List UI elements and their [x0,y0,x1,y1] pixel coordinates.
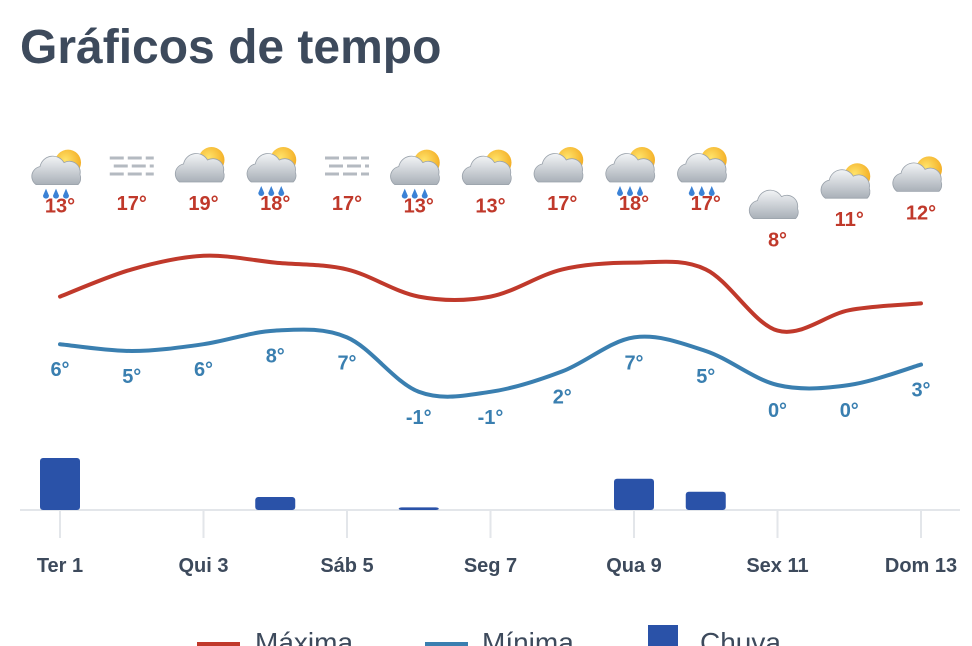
x-tick-label: Qua 9 [606,555,662,577]
rain-drop [688,186,695,196]
legend-swatch [648,625,678,646]
cloud [820,169,871,199]
rain-drop [421,188,428,199]
temperature-label: 18° [619,193,649,215]
legend-label: Máxima [255,627,353,646]
rain-drop [411,188,418,199]
weather-icons [31,147,943,219]
rain-bar [255,497,296,510]
temperature-label: -1° [406,407,432,429]
temperature-label: 17° [547,193,577,215]
rain-drop [708,186,715,196]
legend-label: Mínima [482,627,574,646]
rain-bar [685,491,726,510]
temperature-label: 0° [840,400,859,422]
rain-drop [627,186,633,196]
temperature-label: 11° [835,209,864,231]
cloud [892,162,943,192]
temperature-label: 2° [553,386,572,408]
rain-drop [637,186,643,196]
x-tick-label: Sáb 5 [320,555,373,577]
temperature-label: 8° [266,346,285,368]
temperature-label: 8° [768,230,787,252]
cloud [31,155,82,185]
temperature-label: 6° [194,359,213,381]
cloud [461,155,512,185]
temperature-label: 12° [906,202,936,224]
rain-drop [617,186,623,196]
legend-label: Chuva [700,627,781,646]
cloud [605,153,656,183]
rain-drop [278,186,285,196]
cloud [677,153,727,183]
x-tick-label: Qui 3 [178,555,228,577]
cloud [246,153,297,183]
rain-drop [698,186,705,196]
rain-bar [398,507,439,510]
x-tick-label: Ter 1 [37,555,83,577]
rain-drop [53,188,59,199]
x-tick-label: Seg 7 [464,555,517,577]
x-tick-label: Sex 11 [746,555,808,577]
rain-bar [614,478,654,510]
rain-bar [40,458,80,510]
rain-drop [63,188,69,199]
temperature-label: 13° [404,196,434,218]
temperature-label: -1° [478,407,504,429]
temperature-label: 18° [260,193,290,215]
temperature-label: 13° [45,196,75,218]
cloud [390,155,440,185]
x-tick-label: Dom 13 [885,555,957,577]
cloud [748,189,799,219]
temperature-label: 3° [911,380,930,402]
temperature-label: 5° [122,366,141,388]
temperature-label: 7° [624,352,643,374]
temperature-line [58,327,923,399]
cloud [533,153,584,183]
rain-drop [43,188,49,199]
page-title: Gráficos de tempo [20,21,441,74]
temperature-label: 13° [475,196,505,218]
rain-drop [268,186,275,196]
rain-drop [258,186,265,196]
temperature-label: 7° [337,352,356,374]
rain-drop [401,188,408,199]
temperature-label: 17° [332,193,362,215]
cloud [174,153,225,183]
temperature-label: 17° [117,193,147,215]
temperature-label: 19° [188,193,218,215]
temperature-label: 5° [696,366,715,388]
temperature-line [58,253,923,334]
temperature-label: 0° [768,400,787,422]
temperature-label: 17° [691,193,721,215]
temperature-label: 6° [50,359,69,381]
